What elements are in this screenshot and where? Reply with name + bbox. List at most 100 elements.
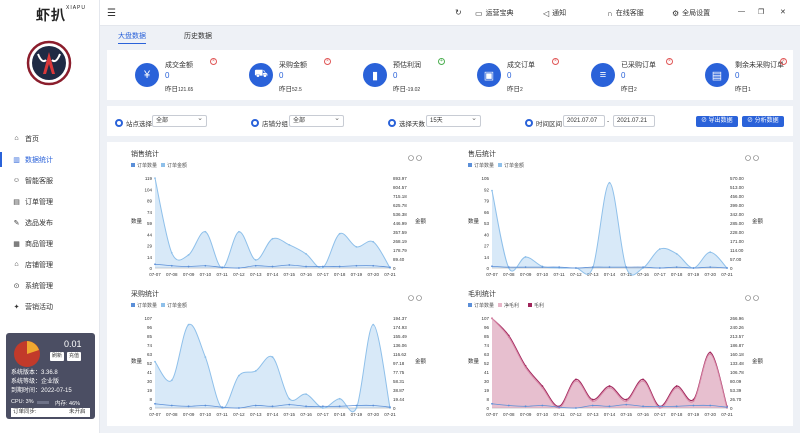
data-point[interactable] — [154, 177, 156, 179]
zoom-out-icon[interactable] — [753, 295, 759, 301]
analyze-button[interactable]: ⊘ 分析数据 — [742, 116, 784, 127]
data-point[interactable] — [154, 360, 156, 363]
legend-label[interactable]: 订单金额 — [504, 162, 524, 169]
trend-down-icon[interactable]: × — [666, 58, 673, 65]
legend-label[interactable]: 订单金额 — [167, 162, 187, 169]
data-point[interactable] — [642, 405, 644, 408]
data-point[interactable] — [187, 405, 190, 408]
data-point[interactable] — [254, 264, 257, 267]
data-point[interactable] — [491, 189, 493, 192]
data-point[interactable] — [625, 398, 628, 401]
recharge-button[interactable]: 充值 — [67, 352, 82, 361]
data-point[interactable] — [675, 266, 678, 269]
sidebar-item-publish[interactable]: ✎ 选品发布 — [0, 212, 100, 233]
data-point[interactable] — [238, 230, 240, 233]
data-point[interactable] — [254, 404, 257, 407]
data-point[interactable] — [692, 400, 695, 403]
data-point[interactable] — [321, 265, 324, 268]
data-point[interactable] — [372, 323, 375, 326]
data-point[interactable] — [204, 264, 207, 267]
guide-button[interactable]: ▭ 运营宝典 — [475, 8, 514, 18]
data-point[interactable] — [338, 232, 341, 235]
end-date-input[interactable]: 2021.07.21 — [613, 115, 655, 127]
data-point[interactable] — [355, 404, 358, 407]
zoom-in-icon[interactable] — [745, 295, 751, 301]
data-point[interactable] — [709, 266, 712, 269]
data-point[interactable] — [608, 266, 611, 269]
trend-down-icon[interactable]: × — [210, 58, 217, 65]
data-point[interactable] — [372, 264, 375, 267]
minimize-icon[interactable]: — — [738, 8, 745, 15]
data-point[interactable] — [338, 265, 341, 268]
data-point[interactable] — [709, 351, 712, 354]
start-date-input[interactable]: 2021.07.07 — [563, 115, 605, 127]
data-point[interactable] — [238, 374, 240, 377]
data-point[interactable] — [524, 266, 527, 269]
data-point[interactable] — [271, 265, 274, 268]
data-point[interactable] — [271, 237, 274, 240]
data-point[interactable] — [591, 404, 594, 407]
data-point[interactable] — [658, 248, 661, 250]
data-point[interactable] — [187, 265, 190, 268]
sidebar-item-store[interactable]: ⌂ 店铺管理 — [0, 254, 100, 275]
data-point[interactable] — [187, 254, 190, 256]
data-point[interactable] — [491, 402, 493, 405]
tab-history[interactable]: 历史数据 — [184, 33, 212, 40]
data-point[interactable] — [238, 267, 240, 269]
data-point[interactable] — [288, 264, 291, 266]
data-point[interactable] — [372, 240, 375, 243]
data-point[interactable] — [692, 267, 695, 269]
data-point[interactable] — [355, 407, 358, 409]
data-point[interactable] — [675, 405, 678, 408]
data-point[interactable] — [305, 405, 307, 408]
data-point[interactable] — [271, 405, 274, 408]
data-point[interactable] — [575, 380, 577, 382]
data-point[interactable] — [355, 264, 358, 267]
data-point[interactable] — [154, 263, 156, 266]
data-point[interactable] — [709, 353, 712, 355]
data-point[interactable] — [338, 397, 341, 400]
data-point[interactable] — [154, 402, 156, 405]
data-point[interactable] — [372, 404, 375, 407]
data-point[interactable] — [692, 404, 695, 407]
legend-label[interactable]: 订单数量 — [474, 302, 494, 309]
data-point[interactable] — [642, 380, 644, 382]
legend-label[interactable]: 订单数量 — [137, 302, 157, 309]
data-point[interactable] — [507, 266, 510, 269]
data-point[interactable] — [288, 397, 291, 400]
data-point[interactable] — [591, 266, 594, 269]
tab-dashboard[interactable]: 大盘数据 — [118, 31, 146, 44]
data-point[interactable] — [675, 385, 678, 387]
data-point[interactable] — [675, 386, 678, 389]
sidebar-item-robot[interactable]: ☺ 智能客服 — [0, 170, 100, 191]
data-point[interactable] — [726, 406, 728, 409]
data-point[interactable] — [238, 407, 240, 409]
legend-label[interactable]: 订单数量 — [474, 162, 494, 169]
data-point[interactable] — [709, 404, 712, 407]
data-point[interactable] — [642, 266, 644, 269]
trend-down-icon[interactable]: × — [780, 58, 787, 65]
restore-icon[interactable]: ❐ — [758, 9, 765, 16]
site-select[interactable]: 全部 — [152, 114, 207, 127]
data-point[interactable] — [170, 404, 173, 407]
data-point[interactable] — [709, 251, 712, 254]
data-point[interactable] — [625, 266, 628, 269]
data-point[interactable] — [524, 366, 527, 369]
data-point[interactable] — [507, 404, 510, 407]
data-point[interactable] — [658, 267, 661, 269]
trend-up-icon[interactable]: + — [438, 58, 445, 65]
data-point[interactable] — [170, 379, 173, 382]
data-point[interactable] — [305, 393, 307, 396]
data-point[interactable] — [321, 407, 324, 409]
data-point[interactable] — [221, 406, 224, 409]
data-point[interactable] — [271, 356, 274, 358]
data-point[interactable] — [608, 405, 611, 408]
settings-button[interactable]: ⚙ 全局设置 — [672, 8, 711, 18]
sidebar-item-order[interactable]: ▤ 订单管理 — [0, 191, 100, 212]
data-point[interactable] — [675, 252, 678, 255]
data-point[interactable] — [170, 251, 173, 254]
sidebar-item-home[interactable]: ⌂ 首页 — [0, 128, 100, 149]
sidebar-item-marketing[interactable]: ✦ 营销活动 — [0, 296, 100, 317]
menu-toggle-icon[interactable]: ☰ — [107, 8, 116, 19]
zoom-in-icon[interactable] — [408, 295, 414, 301]
